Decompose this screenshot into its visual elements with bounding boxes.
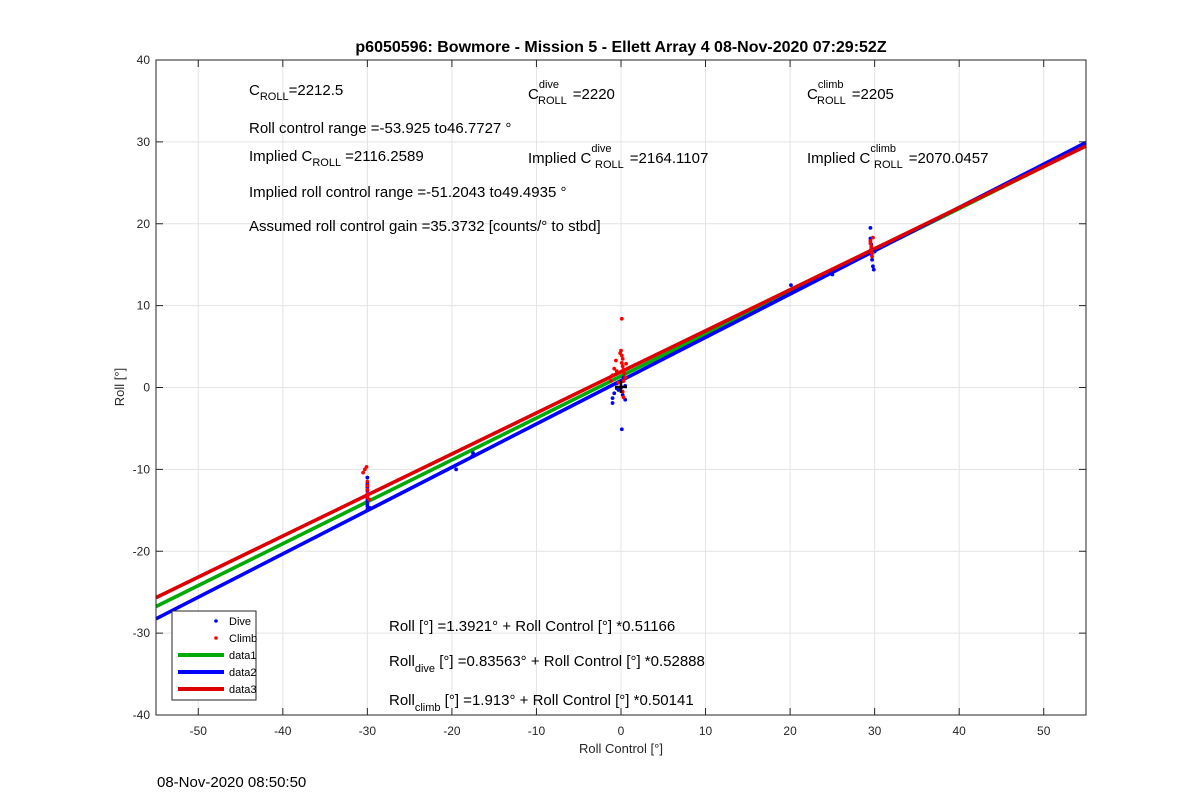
climb-point [608, 379, 613, 383]
figure-timestamp: 08-Nov-2020 08:50:50 [157, 774, 306, 791]
dive-point [871, 264, 875, 269]
dive-point [830, 272, 835, 277]
annotation-roll-control-range: Roll control range =-53.925 to46.7727 ° [249, 120, 511, 137]
data-points [361, 225, 877, 512]
dive-point [610, 396, 615, 401]
annotation-implied-c-roll: Implied CROLL =2116.2589 [249, 148, 424, 169]
climb-point [869, 244, 874, 249]
climb-point [364, 465, 369, 469]
climb-point [610, 373, 615, 378]
climb-point [619, 348, 623, 353]
dive-point [619, 427, 624, 432]
chart-title: p6050596: Bowmore - Mission 5 - Ellett A… [355, 39, 886, 56]
x-tick-label: 30 [868, 724, 882, 738]
dive-point [365, 501, 370, 506]
climb-point [622, 371, 627, 376]
y-tick-label: -40 [133, 708, 151, 722]
dive-point [454, 467, 459, 472]
y-tick-label: -10 [133, 462, 151, 476]
dive-point [870, 257, 874, 262]
climb-point [367, 497, 371, 502]
climb-point [868, 241, 873, 246]
climb-point [365, 487, 370, 492]
x-tick-label: 20 [783, 724, 797, 738]
climb-point [621, 395, 626, 400]
climb-point [619, 353, 624, 358]
climb-point [365, 483, 370, 488]
dive-point [789, 283, 793, 288]
y-tick-label: -20 [133, 544, 151, 558]
dive-point [868, 225, 873, 230]
annotation-fit-dive: Rolldive [°] =0.83563° + Roll Control [°… [389, 653, 705, 675]
y-axis-label: Roll [°] [112, 368, 127, 406]
climb-point [869, 248, 874, 252]
climb-point [614, 358, 618, 363]
climb-point [365, 492, 370, 496]
annotation-implied-c-climb: Implied Cclimb ROLL =2070.0457 [807, 143, 988, 171]
climb-point [623, 375, 628, 380]
climb-point [621, 379, 626, 383]
y-tick-label: -30 [133, 626, 151, 640]
x-tick-label: -20 [443, 724, 461, 738]
climb-point [870, 254, 874, 259]
legend-label-data1: data1 [229, 650, 257, 662]
dive-point [368, 505, 372, 510]
dive-point [470, 454, 475, 459]
annotation-implied-c-dive: Implied Cdive ROLL =2164.1107 [528, 143, 708, 171]
climb-point [871, 235, 875, 240]
annotation-c-dive: Cdive ROLL =2220 [528, 79, 615, 107]
x-tick-label: 0 [618, 724, 625, 738]
legend: Dive Climb data1 data2 data3 [171, 610, 257, 701]
climb-point [870, 251, 874, 256]
annotation-c-roll: CROLL=2212.5 [249, 82, 343, 103]
origin-cross-marker [615, 381, 627, 393]
dive-point [871, 267, 876, 272]
annotation-gain: Assumed roll control gain =35.3732 [coun… [249, 218, 601, 235]
annotation-fit-all: Roll [°] =1.3921° + Roll Control [°] *0.… [389, 618, 675, 635]
climb-point [614, 369, 619, 374]
climb-point [619, 316, 624, 321]
legend-label-dive: Dive [229, 616, 251, 628]
y-tick-label: 40 [137, 53, 151, 67]
annotation-implied-range: Implied roll control range =-51.2043 to4… [249, 184, 566, 201]
x-tick-label: -10 [528, 724, 546, 738]
annotation-c-climb: Cclimb ROLL =2205 [807, 79, 894, 107]
climb-point [624, 361, 628, 366]
x-tick-label: -30 [359, 724, 377, 738]
legend-label-data2: data2 [229, 667, 257, 679]
climb-point [619, 361, 624, 365]
legend-dive-marker [214, 619, 218, 623]
x-tick-label: 40 [953, 724, 967, 738]
legend-climb-marker [214, 636, 218, 640]
y-tick-label: 10 [137, 299, 151, 313]
climb-point [612, 366, 617, 371]
y-tick-label: 30 [137, 135, 151, 149]
fit-line-data3 [155, 144, 1087, 600]
y-tick-label: 20 [137, 217, 151, 231]
dive-point [612, 391, 617, 396]
dive-point [365, 475, 370, 480]
legend-label-climb: Climb [229, 633, 257, 645]
y-tick-label: 0 [143, 381, 150, 395]
climb-point [365, 479, 370, 484]
dive-point [471, 451, 475, 455]
x-tick-label: -50 [190, 724, 208, 738]
axis-ticks: -50 -40 -30 -20 -10 0 10 20 30 40 50 -40 -30 -20 -10 0 1… [133, 53, 1086, 738]
climb-point [620, 364, 625, 369]
x-tick-label: 10 [699, 724, 713, 738]
annotation-fit-climb: Rollclimb [°] =1.913° + Roll Control [°]… [389, 692, 694, 714]
x-tick-label: -40 [274, 724, 292, 738]
x-axis-label: Roll Control [°] [579, 741, 663, 756]
dive-point [610, 401, 615, 405]
climb-point [361, 470, 366, 475]
climb-point [616, 380, 621, 385]
climb-point [621, 367, 626, 372]
legend-label-data3: data3 [229, 684, 257, 696]
x-tick-label: 50 [1037, 724, 1051, 738]
climb-point [620, 356, 625, 361]
